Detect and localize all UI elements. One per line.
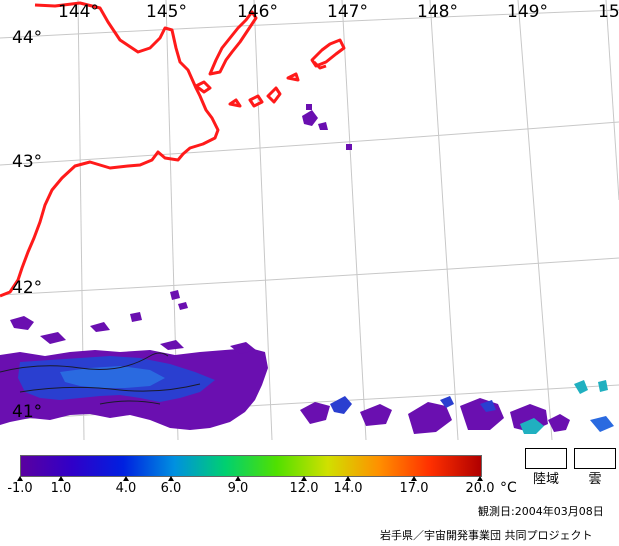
colorbar-tick-mark [235, 476, 241, 481]
lat-label-44: 44° [12, 28, 43, 48]
colorbar-tick-label: 9.0 [227, 481, 249, 496]
sst-map [0, 0, 619, 440]
lon-label-144: 144° [58, 2, 99, 22]
colorbar-tick-label: -1.0 [7, 481, 33, 496]
isotherm-contours [0, 352, 201, 405]
colorbar-tick-label: 14.0 [333, 481, 363, 496]
colorbar-unit: °C [500, 480, 517, 496]
coastline [0, 1, 346, 298]
colorbar-tick-label: 4.0 [115, 481, 137, 496]
colorbar-tick-mark [58, 476, 64, 481]
colorbar-tick-mark [168, 476, 174, 481]
colorbar-tick-label: 6.0 [160, 481, 182, 496]
colorbar-tick-mark [345, 476, 351, 481]
lon-label-145: 145° [146, 2, 187, 22]
colorbar-tick-mark [411, 476, 417, 481]
lon-label-149: 149° [507, 2, 548, 22]
colorbar-tick-label: 20.0 [465, 481, 495, 496]
colorbar-tick-mark [301, 476, 307, 481]
land-legend-label: 陸域 [532, 472, 560, 487]
cloud-legend-label: 雲 [588, 472, 602, 487]
cloud-legend-swatch [574, 448, 616, 469]
lon-label-150: 15 [598, 2, 619, 22]
lat-label-42: 42° [12, 278, 43, 298]
lon-label-146: 146° [237, 2, 278, 22]
credit-line: 岩手県／宇宙開発事業団 共同プロジェクト [380, 529, 593, 542]
colorbar-tick-label: 12.0 [289, 481, 319, 496]
lon-label-148: 148° [417, 2, 458, 22]
color-bar [20, 455, 482, 477]
colorbar-tick-mark [17, 476, 23, 481]
sst-data [0, 104, 614, 434]
lat-label-41: 41° [12, 402, 43, 422]
lat-label-43: 43° [12, 152, 43, 172]
colorbar-tick-label: 17.0 [399, 481, 429, 496]
observation-date: 観測日:2004年03月08日 [478, 505, 604, 518]
colorbar-tick-label: 1.0 [50, 481, 72, 496]
graticule [0, 0, 619, 440]
colorbar-tick-mark [477, 476, 483, 481]
land-legend-swatch [525, 448, 567, 469]
colorbar-tick-mark [123, 476, 129, 481]
lon-label-147: 147° [327, 2, 368, 22]
